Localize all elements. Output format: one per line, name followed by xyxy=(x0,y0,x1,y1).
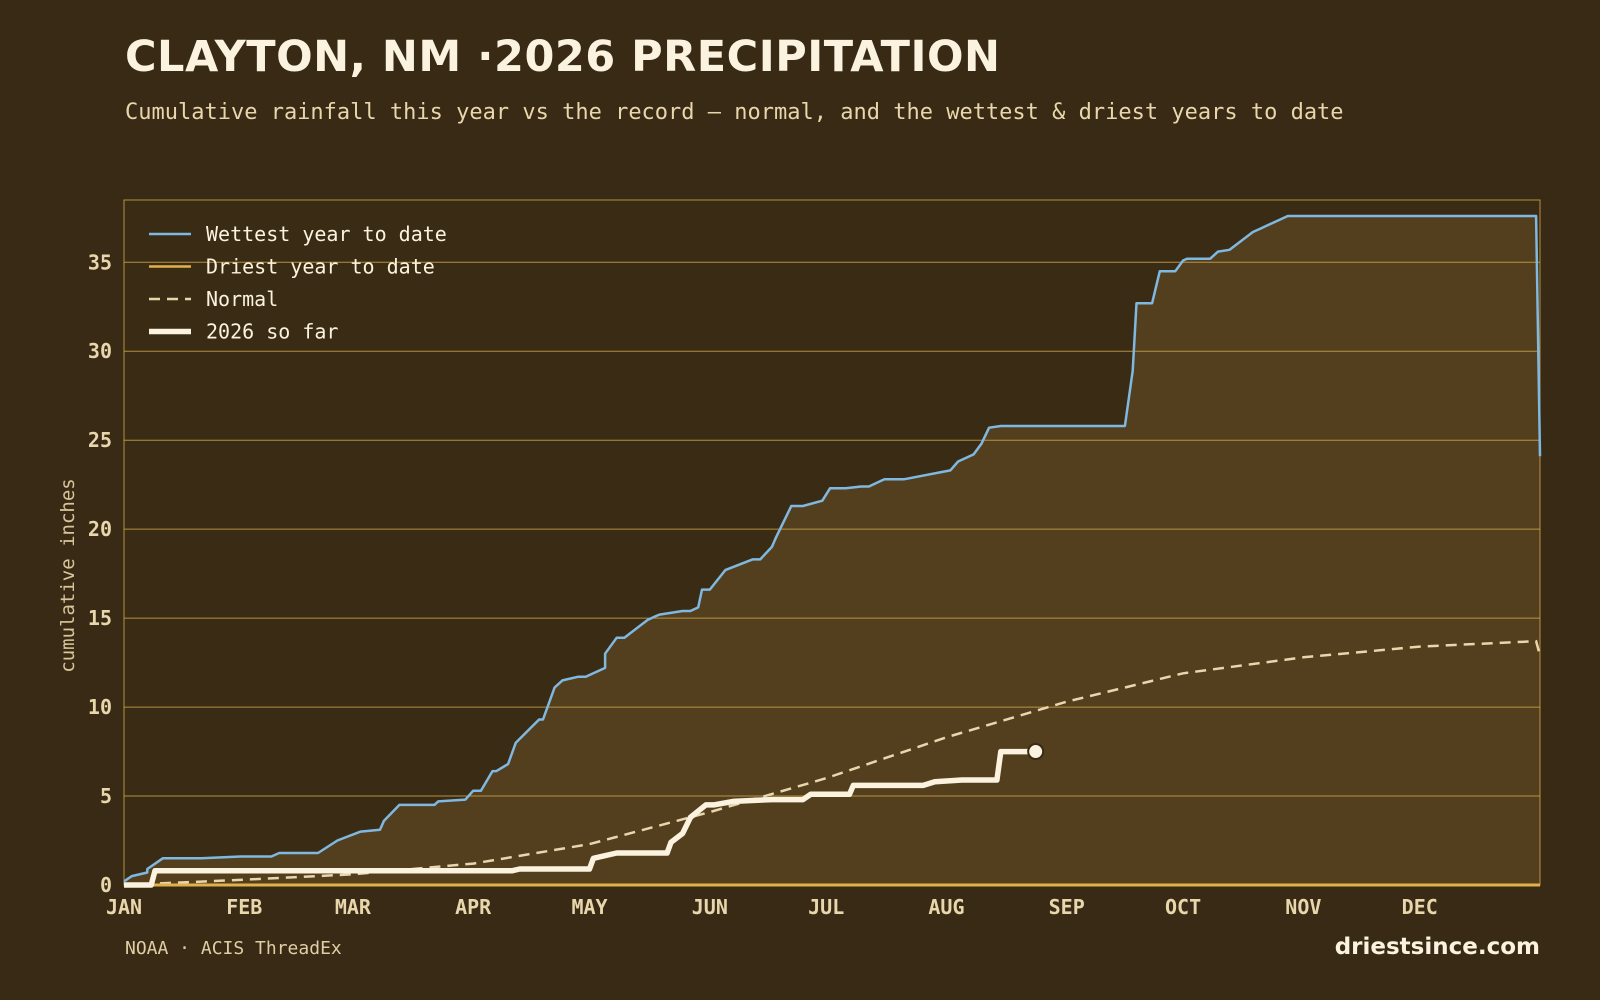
y-tick-label: 30 xyxy=(88,339,112,363)
legend: Wettest year to date Driest year to date N… xyxy=(149,222,447,344)
y-tick-label: 0 xyxy=(100,873,112,897)
x-tick-label: JAN xyxy=(106,895,142,919)
x-tick-label: JUN xyxy=(692,895,728,919)
x-tick-label: JUL xyxy=(808,895,844,919)
data-source: NOAA · ACIS ThreadEx xyxy=(125,938,342,959)
brand-link[interactable]: driestsince.com xyxy=(1334,934,1540,960)
y-axis-title: cumulative inches xyxy=(57,478,79,672)
y-tick-label: 20 xyxy=(88,517,112,541)
x-tick-label: AUG xyxy=(928,895,964,919)
y-tick-label: 5 xyxy=(100,784,112,808)
x-tick-label: SEP xyxy=(1049,895,1085,919)
legend-label: Wettest year to date xyxy=(206,222,447,246)
x-tick-label: FEB xyxy=(226,895,262,919)
legend-label: Driest year to date xyxy=(206,255,435,279)
y-tick-label: 25 xyxy=(88,428,112,452)
x-tick-label: OCT xyxy=(1165,895,1201,919)
record-range-band xyxy=(124,216,1540,885)
wettest-line xyxy=(123,214,1542,883)
y-tick-label: 15 xyxy=(88,606,112,630)
x-tick-label: APR xyxy=(455,895,492,919)
x-tick-label: DEC xyxy=(1402,895,1438,919)
legend-label: Normal xyxy=(206,287,278,311)
current-point-marker xyxy=(1027,743,1045,761)
normal-line xyxy=(123,639,1542,887)
y-tick-label: 10 xyxy=(88,695,112,719)
x-tick-label: MAY xyxy=(571,895,607,919)
x-tick-label: NOV xyxy=(1285,895,1321,919)
current-year-line xyxy=(124,748,1036,888)
legend-label: 2026 so far xyxy=(206,320,338,344)
y-tick-label: 35 xyxy=(88,250,112,274)
chart-subtitle: Cumulative rainfall this year vs the rec… xyxy=(125,100,1344,125)
x-tick-label: MAR xyxy=(335,895,372,919)
chart-title: CLAYTON, NM ·2026 PRECIPITATION xyxy=(125,32,1001,82)
